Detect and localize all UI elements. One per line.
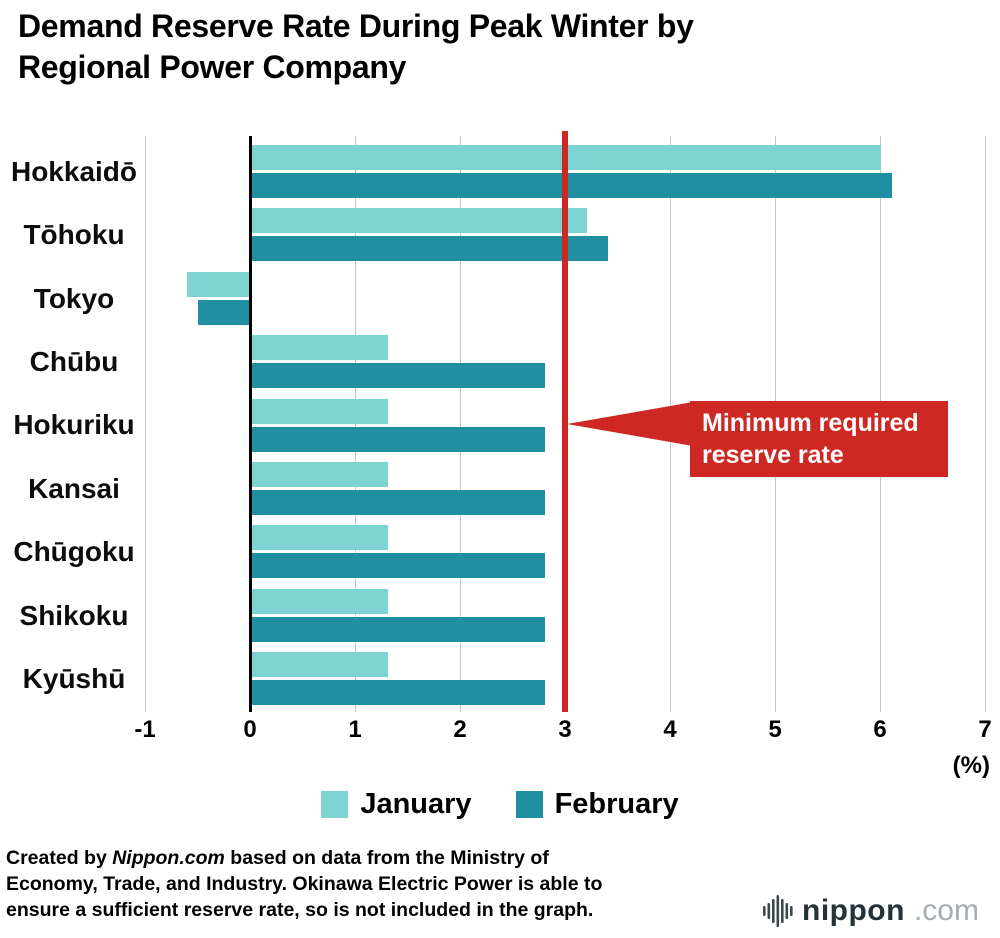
annotation-box: Minimum required reserve rate bbox=[690, 401, 948, 477]
category-label-5: Kansai bbox=[28, 472, 120, 504]
legend-label: February bbox=[554, 788, 679, 820]
legend-label: January bbox=[360, 788, 472, 820]
source-note-text: Created by bbox=[6, 847, 113, 869]
category-label-1: Tōhoku bbox=[23, 219, 125, 251]
x-tick-label-4: 4 bbox=[663, 716, 677, 743]
bar-february-6 bbox=[251, 553, 545, 579]
source-note-line: Economy, Trade, and Industry. Okinawa El… bbox=[6, 873, 603, 895]
logo-tld: .com bbox=[913, 894, 979, 927]
bar-february-4 bbox=[251, 426, 545, 452]
annotation-pointer bbox=[567, 402, 693, 446]
bar-january-6 bbox=[251, 525, 388, 551]
bar-february-3 bbox=[251, 363, 545, 389]
gridline-1 bbox=[354, 136, 356, 712]
gridline-2 bbox=[459, 136, 461, 712]
x-axis-unit-label: (%) bbox=[952, 752, 990, 779]
bar-january-1 bbox=[251, 208, 587, 234]
x-tick-label--1: -1 bbox=[134, 716, 156, 743]
logo-name: nippon bbox=[802, 894, 905, 927]
x-tick-label-7: 7 bbox=[978, 716, 992, 743]
legend-swatch-january bbox=[321, 791, 349, 818]
x-tick-label-2: 2 bbox=[453, 716, 467, 743]
source-note: Created by Nippon.com based on data from… bbox=[6, 845, 602, 923]
bar-february-5 bbox=[251, 490, 545, 515]
bar-february-1 bbox=[251, 236, 608, 262]
bar-january-2 bbox=[187, 271, 250, 297]
category-label-6: Chūgoku bbox=[13, 536, 135, 568]
legend-swatch-february bbox=[515, 791, 543, 818]
category-label-0: Hokkaidō bbox=[10, 155, 138, 187]
gridline-7 bbox=[984, 136, 986, 712]
category-label-2: Tokyo bbox=[33, 282, 115, 314]
bar-february-8 bbox=[251, 680, 545, 706]
equalizer-bars-icon bbox=[763, 895, 793, 927]
minimum-reserve-rate-line bbox=[562, 131, 568, 712]
category-label-7: Shikoku bbox=[19, 599, 129, 631]
source-note-line: ensure a sufficient reserve rate, so is … bbox=[6, 899, 594, 921]
x-tick-label-5: 5 bbox=[768, 716, 782, 743]
bar-january-3 bbox=[251, 335, 388, 361]
bar-january-5 bbox=[251, 462, 388, 487]
legend-item-january: January bbox=[321, 788, 472, 821]
x-tick-label-6: 6 bbox=[873, 716, 887, 743]
bar-january-8 bbox=[251, 652, 388, 678]
category-label-4: Hokuriku bbox=[13, 409, 135, 441]
source-note-text: based on data from the Ministry of bbox=[224, 847, 549, 869]
category-label-3: Chūbu bbox=[29, 345, 119, 377]
bar-february-0 bbox=[251, 173, 892, 198]
x-tick-label-3: 3 bbox=[558, 716, 572, 743]
bar-february-7 bbox=[251, 616, 545, 642]
nippon-logo: nippon .com bbox=[763, 891, 979, 931]
legend-item-february: February bbox=[515, 788, 679, 821]
category-label-8: Kyūshū bbox=[22, 662, 126, 694]
zero-axis-line bbox=[248, 136, 252, 712]
chart-legend: January February bbox=[0, 788, 1000, 821]
bar-january-4 bbox=[251, 398, 388, 424]
x-tick-label-0: 0 bbox=[243, 716, 257, 743]
bar-january-7 bbox=[251, 588, 388, 614]
bar-february-2 bbox=[197, 299, 250, 325]
gridline--1 bbox=[144, 136, 146, 712]
chart-title: Demand Reserve Rate During Peak Winter b… bbox=[18, 8, 694, 85]
x-tick-label-1: 1 bbox=[348, 716, 362, 743]
source-note-brand: Nippon.com bbox=[112, 847, 225, 869]
source-note-line: Created by Nippon.com based on data from… bbox=[6, 845, 602, 871]
